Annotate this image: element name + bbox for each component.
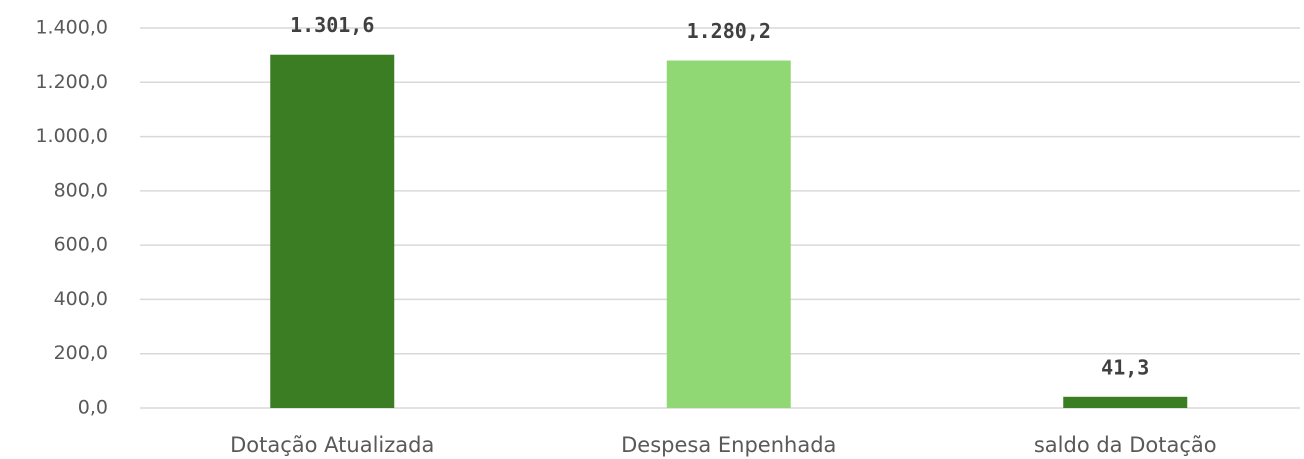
bar (270, 54, 395, 409)
y-tick-label: 1.200,0 (35, 71, 108, 93)
data-label: 41,3 (1101, 355, 1149, 379)
data-label: 1.301,6 (290, 13, 374, 37)
y-tick-label: 1.000,0 (35, 125, 108, 147)
y-tick-label: 0,0 (78, 397, 108, 419)
y-tick-label: 1.400,0 (35, 17, 108, 39)
y-tick-label: 400,0 (54, 288, 108, 310)
bar (1063, 396, 1188, 408)
data-label: 1.280,2 (687, 19, 771, 43)
y-tick-label: 200,0 (54, 342, 108, 364)
x-tick-label: Despesa Enpenhada (621, 433, 836, 457)
x-tick-label: saldo da Dotação (1034, 433, 1217, 457)
y-tick-label: 600,0 (54, 234, 108, 256)
x-tick-label: Dotação Atualizada (230, 433, 434, 457)
y-tick-label: 800,0 (54, 179, 108, 201)
bar (666, 60, 791, 408)
